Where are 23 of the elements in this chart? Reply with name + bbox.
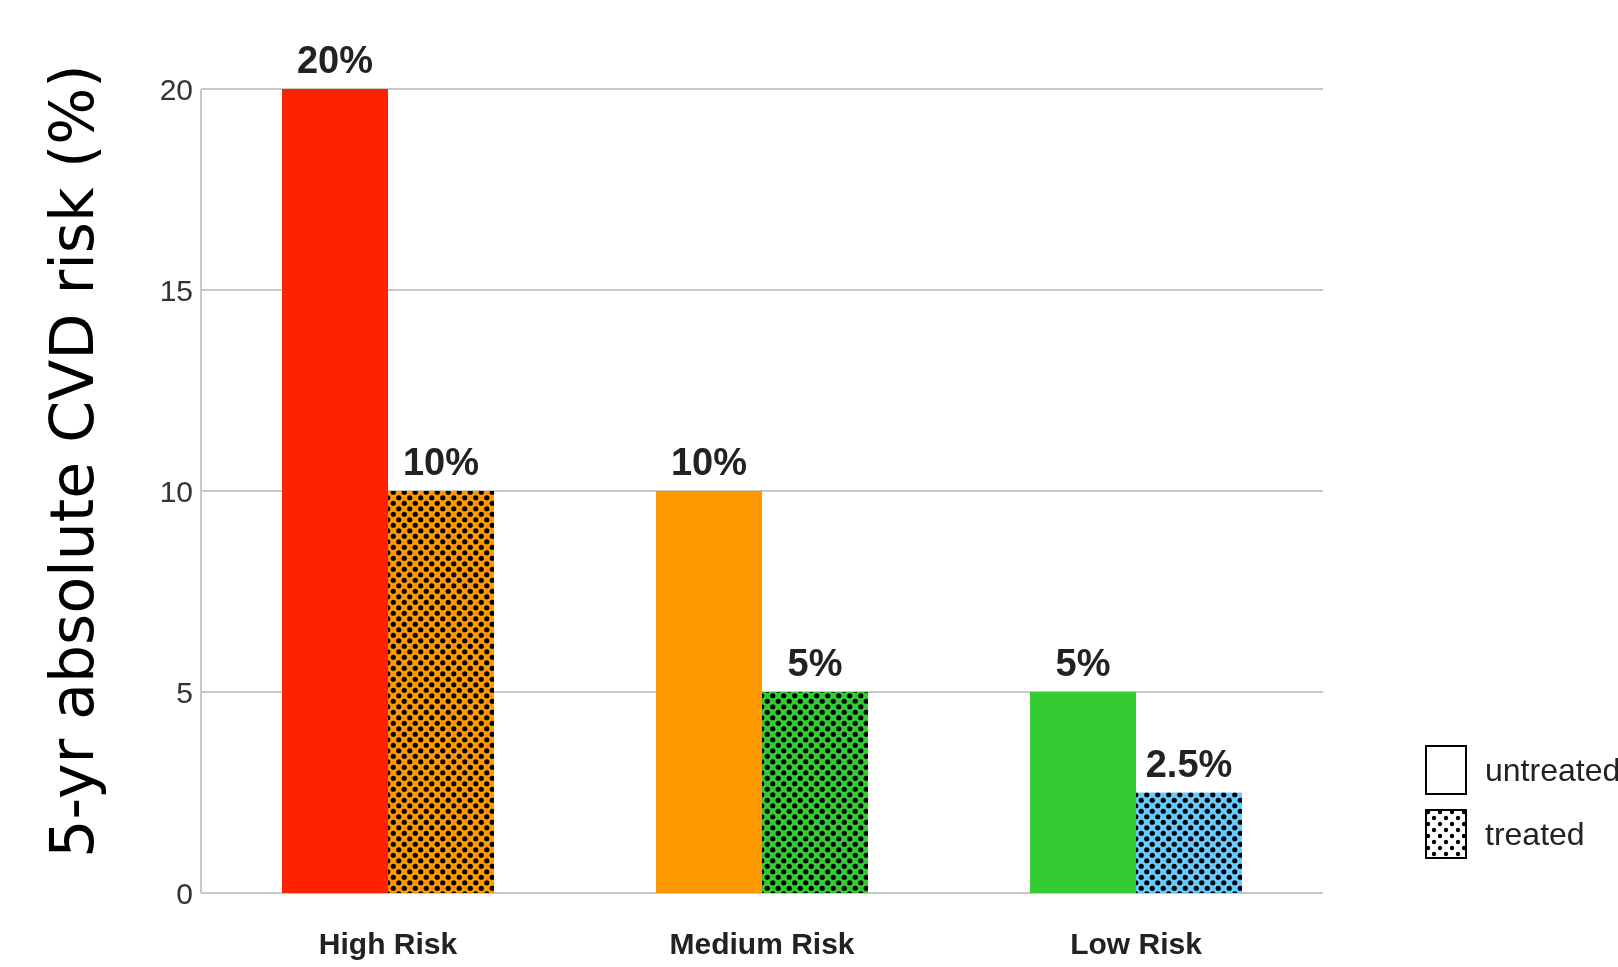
- data-label: 20%: [296, 39, 374, 81]
- bar: [656, 491, 762, 893]
- data-label: 5%: [787, 642, 843, 684]
- y-tick-label: 10: [159, 474, 193, 508]
- data-label: 10%: [402, 441, 480, 483]
- bar: [762, 692, 868, 893]
- text: treated: [1485, 815, 1585, 853]
- x-tick-label: High Risk: [318, 927, 458, 961]
- bar: [1136, 792, 1242, 893]
- y-tick-label: 15: [159, 273, 193, 307]
- y-tick-label: 0: [176, 876, 193, 910]
- bar: [1030, 692, 1136, 893]
- x-tick-label: Low Risk: [1070, 927, 1203, 961]
- data-label: 5%: [1055, 642, 1111, 684]
- text: untreated: [1485, 751, 1618, 789]
- data-label: 2.5%: [1145, 742, 1233, 785]
- bar: [388, 491, 494, 893]
- data-label: 10%: [670, 441, 748, 483]
- x-tick-label: Medium Risk: [669, 927, 855, 961]
- y-tick-label: 5: [176, 675, 193, 709]
- bar: [282, 89, 388, 893]
- y-tick-label: 20: [159, 72, 193, 106]
- y-axis-title: 5-yr absolute CVD risk (%): [37, 64, 108, 858]
